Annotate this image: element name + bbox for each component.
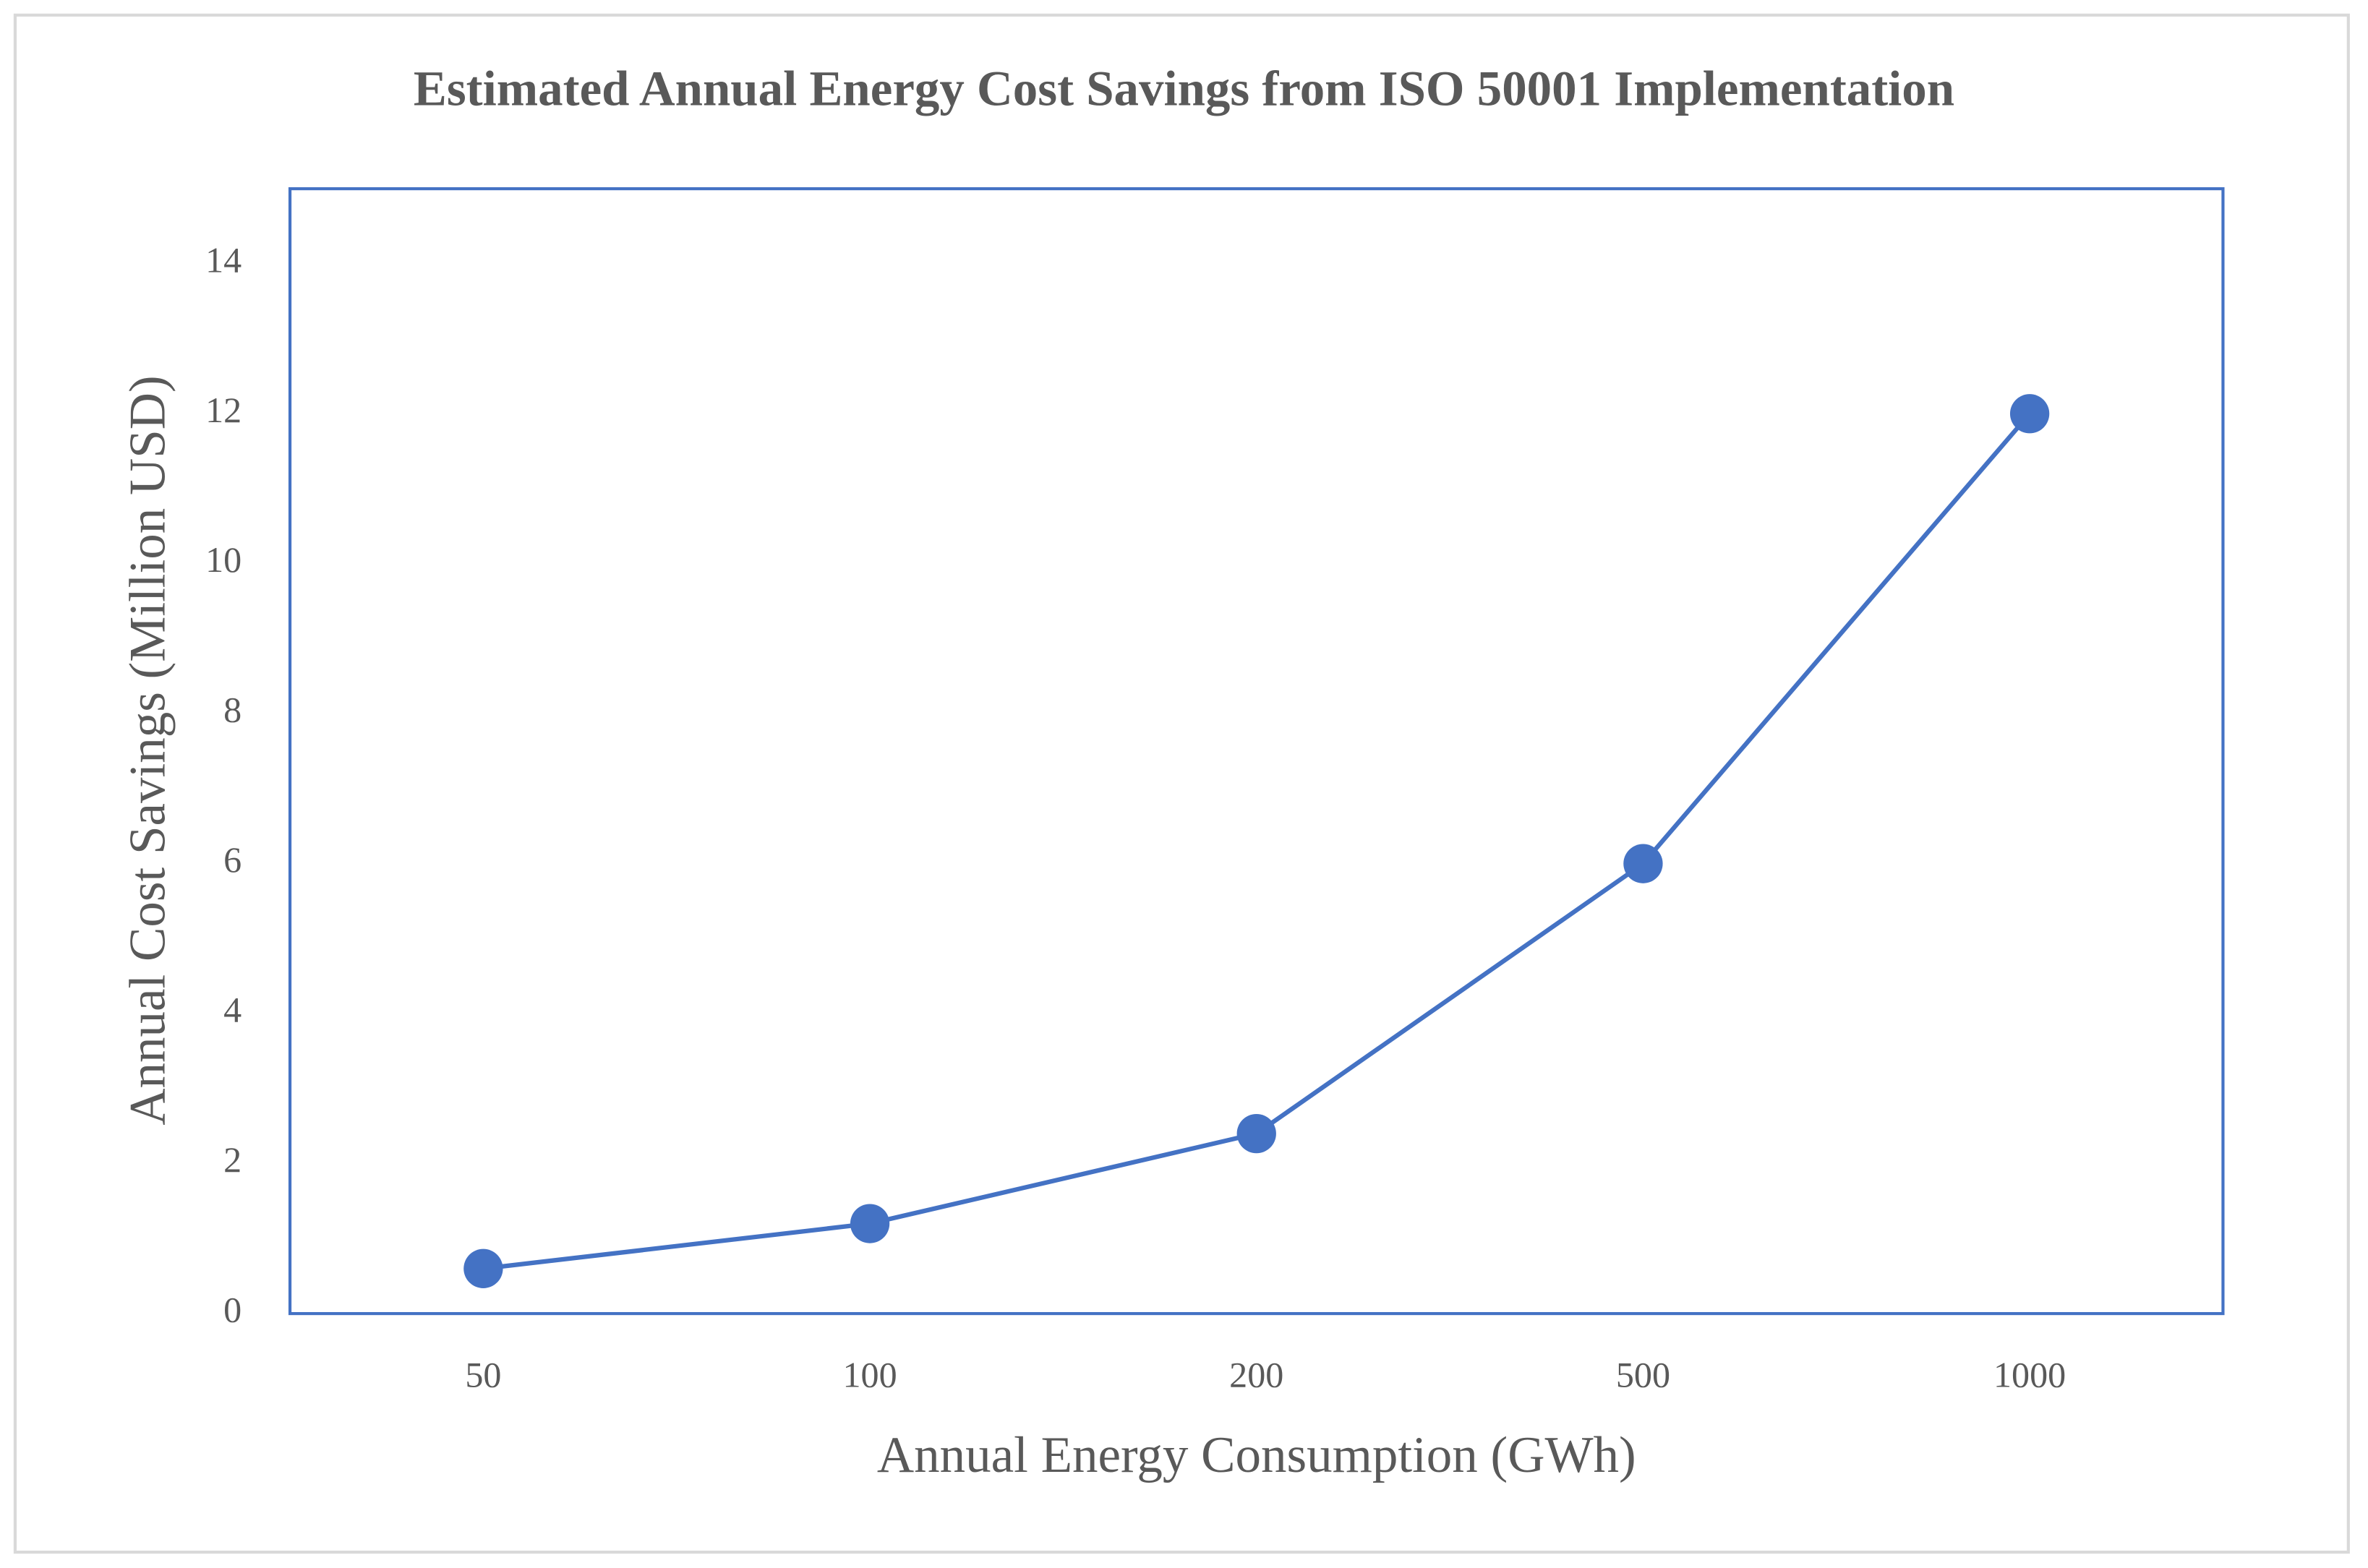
y-tick-label: 12 [205, 390, 241, 430]
y-tick-label: 4 [223, 990, 241, 1030]
marker [1236, 1113, 1276, 1154]
x-tick-label: 200 [1229, 1354, 1283, 1395]
x-tick-label: 500 [1616, 1354, 1670, 1395]
chart-title: Estimated Annual Energy Cost Savings fro… [414, 61, 1954, 116]
x-axis-title: Annual Energy Consumption (GWh) [877, 1427, 1636, 1483]
x-tick-label: 1000 [1993, 1354, 2066, 1395]
y-tick-label: 2 [223, 1139, 241, 1180]
marker [463, 1248, 503, 1288]
plot-area [288, 187, 2225, 1316]
y-tick-label: 0 [223, 1290, 241, 1330]
y-tick-label: 6 [223, 839, 241, 880]
y-axis-title: Annual Cost Savings (Million USD) [119, 375, 176, 1125]
y-tick-label: 8 [223, 690, 241, 730]
x-tick-label: 50 [465, 1354, 501, 1395]
y-tick-label: 14 [205, 239, 241, 280]
chart-frame [13, 13, 2350, 1554]
marker [1623, 844, 1663, 883]
marker [2009, 394, 2050, 434]
marker [850, 1204, 890, 1243]
y-tick-label: 10 [205, 539, 241, 580]
x-tick-label: 100 [842, 1354, 897, 1395]
